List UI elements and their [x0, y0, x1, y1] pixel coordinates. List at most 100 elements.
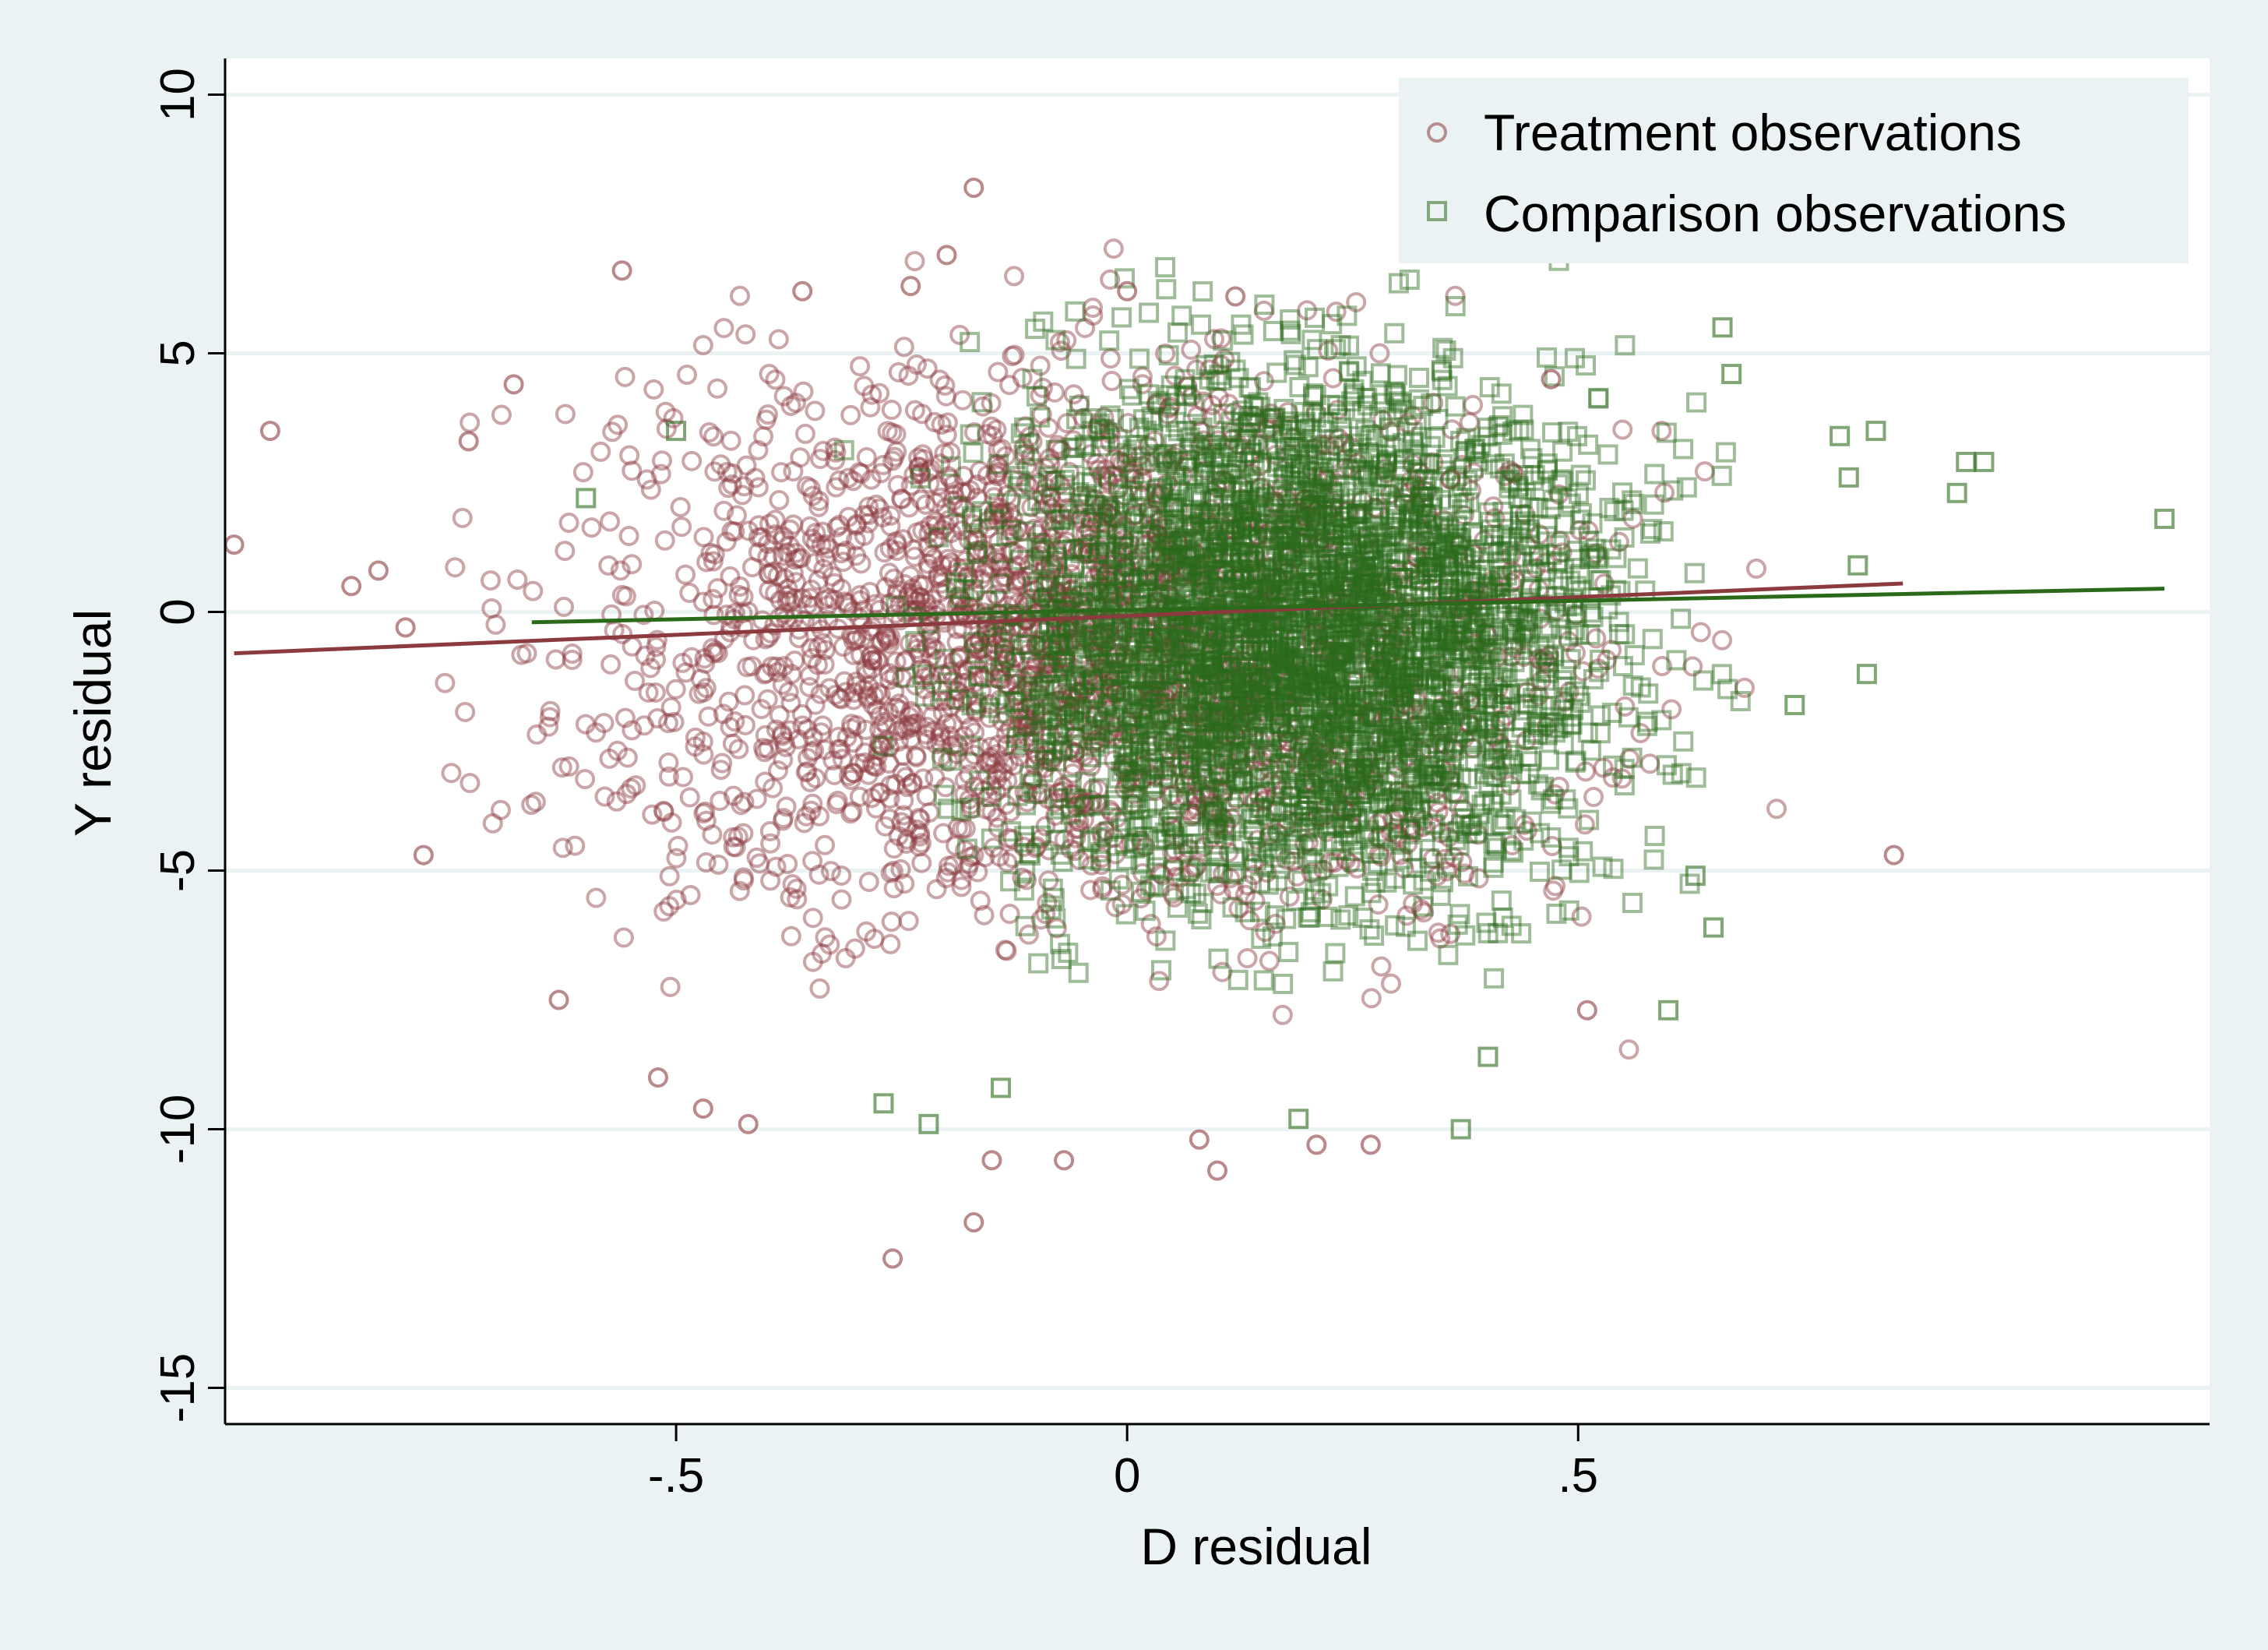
treatment-point [685, 727, 706, 748]
treatment-point [981, 801, 1002, 822]
treatment-point [970, 569, 991, 590]
treatment-point [900, 633, 921, 654]
treatment-point [891, 812, 912, 833]
treatment-point [755, 409, 777, 430]
treatment-point [1302, 623, 1323, 644]
treatment-point [1265, 494, 1286, 515]
treatment-point [1431, 697, 1452, 718]
treatment-point [1376, 612, 1397, 633]
treatment-point [810, 449, 831, 470]
treatment-point [1106, 808, 1127, 829]
treatment-point [1174, 773, 1195, 794]
treatment-point [893, 717, 914, 739]
treatment-point [1316, 610, 1337, 631]
treatment-point [849, 786, 870, 807]
treatment-point [985, 464, 1006, 485]
treatment-point [813, 440, 834, 461]
treatment-point [1060, 689, 1081, 710]
treatment-point [987, 466, 1008, 487]
treatment-point [1054, 829, 1075, 850]
treatment-point [1196, 751, 1217, 772]
treatment-point [941, 523, 962, 544]
treatment-point [785, 392, 806, 413]
treatment-point [1052, 742, 1073, 763]
treatment-point [1100, 623, 1121, 644]
treatment-point [1216, 563, 1237, 584]
treatment-point [696, 852, 717, 873]
treatment-point [876, 715, 897, 736]
treatment-point [903, 539, 924, 560]
treatment-point [1157, 739, 1178, 760]
treatment-point [1416, 481, 1437, 502]
treatment-point [1361, 707, 1382, 728]
treatment-point [1192, 700, 1213, 721]
treatment-point [1382, 629, 1403, 650]
treatment-point [1316, 468, 1337, 489]
treatment-point [1322, 591, 1343, 612]
treatment-point [1255, 922, 1276, 943]
treatment-point [1098, 471, 1119, 492]
treatment-point [1024, 546, 1045, 567]
treatment-point [791, 703, 812, 725]
treatment-point [1240, 506, 1261, 527]
treatment-point [955, 818, 976, 839]
treatment-point [1196, 460, 1217, 481]
treatment-point [1536, 652, 1557, 673]
treatment-point [970, 631, 991, 652]
treatment-point [866, 756, 887, 777]
treatment-point [780, 395, 801, 416]
treatment-point [941, 696, 962, 717]
treatment-point [1233, 707, 1254, 728]
treatment-point [767, 661, 788, 682]
treatment-point [634, 715, 655, 736]
treatment-point [1439, 768, 1460, 789]
treatment-point [904, 583, 925, 605]
treatment-point [966, 557, 987, 578]
treatment-point [1041, 604, 1062, 625]
treatment-point [1250, 455, 1271, 476]
treatment-point [846, 675, 867, 696]
treatment-point [751, 699, 772, 720]
treatment-point [1052, 781, 1073, 802]
treatment-point [1314, 715, 1335, 736]
treatment-point [482, 813, 503, 834]
treatment-point [1200, 499, 1221, 520]
treatment-point [1297, 753, 1318, 774]
treatment-point [969, 640, 990, 661]
treatment-point [1245, 716, 1266, 737]
treatment-point [802, 727, 823, 748]
treatment-point [1095, 459, 1116, 480]
treatment-point [839, 766, 860, 787]
point-clouds [435, 235, 1787, 1060]
treatment-point [1138, 593, 1159, 614]
treatment-point [1115, 566, 1136, 587]
treatment-point [1231, 694, 1252, 715]
treatment-point [1221, 535, 1242, 556]
treatment-point [729, 285, 750, 306]
treatment-point [1322, 368, 1344, 389]
treatment-point [1369, 727, 1390, 748]
treatment-point [765, 583, 786, 604]
treatment-point [777, 585, 798, 606]
treatment-point [1500, 545, 1521, 566]
treatment-point [1340, 853, 1361, 874]
treatment-point [745, 467, 766, 488]
treatment-point [1377, 689, 1398, 710]
treatment-point [999, 375, 1020, 396]
treatment-point [1259, 418, 1280, 439]
treatment-point [946, 632, 967, 653]
treatment-point [1212, 961, 1233, 982]
treatment-point [758, 563, 779, 584]
treatment-point [998, 527, 1020, 548]
treatment-point [964, 744, 985, 765]
treatment-point [452, 507, 473, 528]
treatment-point [799, 665, 820, 686]
treatment-point [704, 544, 725, 565]
treatment-point [646, 636, 667, 658]
treatment-point [1429, 720, 1450, 741]
treatment-point [944, 689, 965, 710]
treatment-point [1192, 430, 1213, 451]
treatment-point [1112, 730, 1133, 751]
treatment-point [1230, 669, 1251, 690]
treatment-point [1565, 643, 1587, 664]
